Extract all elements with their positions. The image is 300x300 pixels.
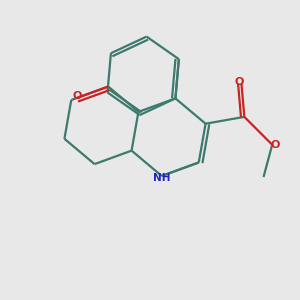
Text: O: O: [235, 77, 244, 87]
Text: NH: NH: [153, 173, 170, 183]
Text: O: O: [271, 140, 280, 150]
Text: O: O: [72, 91, 82, 101]
